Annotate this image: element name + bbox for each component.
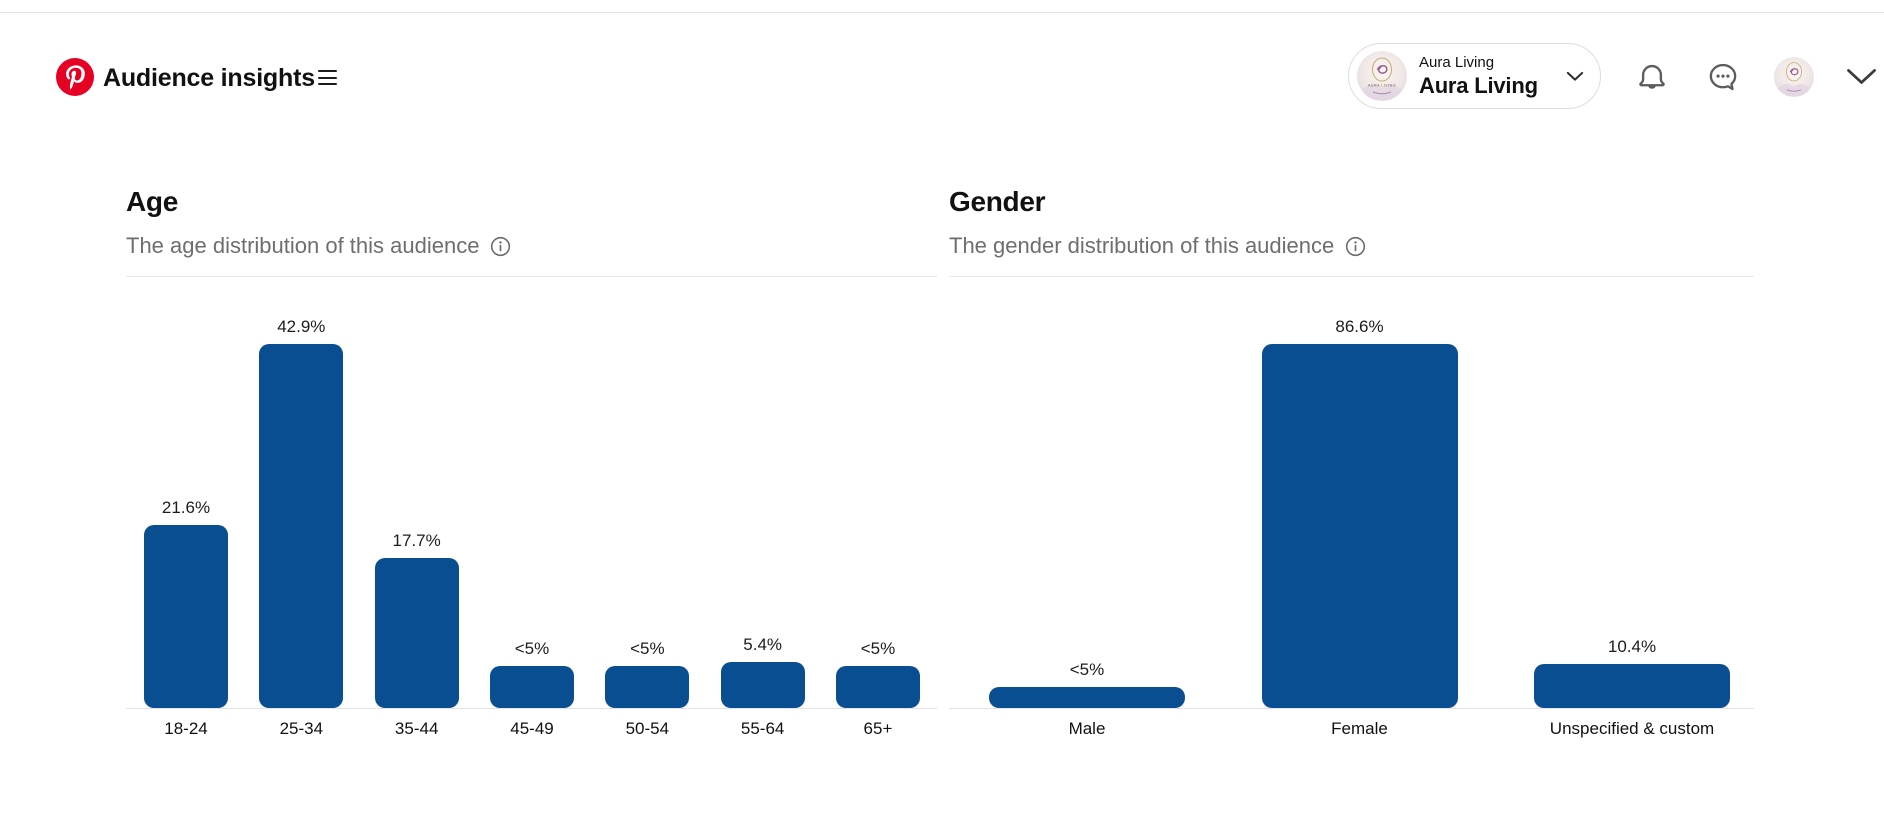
header-divider: [0, 12, 1884, 13]
age-bars: 21.6% 18-24 42.9% 25-34 17.7% 35-44 <5% 45-49 <5…: [144, 277, 920, 738]
avatar: [1774, 57, 1814, 97]
pinterest-p-glyph: [65, 64, 85, 90]
bar-value-label: 10.4%: [1607, 637, 1657, 656]
gender-info-button[interactable]: [1345, 236, 1366, 257]
bar[interactable]: [1534, 664, 1730, 708]
bar[interactable]: [605, 666, 690, 708]
page-title: Audience insights: [103, 64, 315, 92]
bar-category-label: Unspecified & custom: [1549, 719, 1715, 738]
bell-icon: [1639, 64, 1665, 89]
chevron-down-icon: [1847, 69, 1876, 84]
pinterest-logo-icon[interactable]: [56, 58, 94, 96]
bar-column: <5% 65+: [835, 639, 920, 738]
bar-category-label: Female: [1331, 719, 1388, 738]
bar[interactable]: [489, 666, 574, 708]
bar-column: 10.4% Unspecified & custom: [1534, 637, 1730, 738]
bar-column: <5% Male: [989, 660, 1185, 738]
bar[interactable]: [835, 666, 920, 708]
section-divider: [126, 276, 937, 277]
profile-avatar-button[interactable]: [1774, 57, 1814, 97]
bar-column: 42.9% 25-34: [259, 317, 344, 738]
avatar-brand-text: AURA LIVING: [1368, 84, 1396, 88]
age-chart-plot: 21.6% 18-24 42.9% 25-34 17.7% 35-44 <5% 45-49 <5…: [126, 277, 937, 774]
bar-column: <5% 45-49: [489, 639, 574, 738]
gender-chart-title: Gender: [949, 186, 1046, 217]
x-axis-line: [949, 708, 1754, 709]
account-avatar: AURA LIVING: [1357, 51, 1407, 101]
bar-value-label: 17.7%: [392, 531, 441, 550]
bar-category-label: 55-64: [740, 719, 785, 738]
bar-value-label: <5%: [860, 639, 896, 658]
x-axis-line: [126, 708, 937, 709]
age-info-button[interactable]: [490, 236, 511, 257]
bar-value-label: <5%: [1069, 660, 1105, 679]
gender-bars: <5% Male 86.6% Female 10.4% Unspecified & cus…: [989, 277, 1730, 738]
bar-category-label: Male: [1068, 719, 1106, 738]
bar[interactable]: [989, 687, 1185, 708]
bar-value-label: 5.4%: [743, 635, 783, 654]
account-names: Aura Living Aura Living: [1419, 53, 1558, 99]
bar-category-label: 35-44: [394, 719, 439, 738]
age-chart-title: Age: [126, 186, 178, 217]
info-icon: [491, 236, 511, 256]
messages-button[interactable]: [1707, 61, 1739, 93]
bar-value-label: 86.6%: [1335, 317, 1384, 336]
bar[interactable]: [259, 344, 344, 708]
notifications-button[interactable]: [1637, 62, 1667, 92]
age-chart-card: Age The age distribution of this audienc…: [126, 185, 937, 774]
bar-category-label: 65+: [863, 719, 893, 738]
bar-column: 17.7% 35-44: [374, 531, 459, 738]
age-chart-subtitle: The age distribution of this audience: [126, 233, 480, 258]
bar-column: <5% 50-54: [605, 639, 690, 738]
bar-value-label: 21.6%: [161, 498, 211, 517]
gender-chart-plot: <5% Male 86.6% Female 10.4% Unspecified & cus…: [949, 277, 1754, 774]
bar-category-label: 18-24: [164, 719, 208, 738]
account-profile-name: Aura Living: [1419, 73, 1538, 98]
section-divider: [949, 276, 1754, 277]
bar-category-label: 50-54: [625, 719, 670, 738]
account-switcher[interactable]: AURA LIVING Aura Living Aura Living: [1348, 43, 1601, 109]
bar-category-label: 25-34: [279, 719, 324, 738]
bar[interactable]: [374, 558, 459, 708]
bar-value-label: <5%: [630, 639, 665, 658]
hamburger-icon[interactable]: [318, 70, 337, 85]
bar[interactable]: [144, 525, 228, 708]
bar[interactable]: [1261, 344, 1458, 708]
account-business-name: Aura Living: [1419, 54, 1495, 71]
gender-chart-subtitle: The gender distribution of this audience: [949, 233, 1335, 258]
bar-category-label: 45-49: [510, 719, 554, 738]
chat-bubble-icon: [1709, 63, 1737, 91]
bar-column: 21.6% 18-24: [144, 498, 228, 738]
info-icon: [1346, 236, 1366, 256]
bar-value-label: 42.9%: [277, 317, 326, 336]
chevron-down-icon: [1566, 71, 1584, 82]
gender-chart-card: Gender The gender distribution of this a…: [949, 185, 1754, 774]
bar-value-label: <5%: [514, 639, 550, 658]
bar-column: 86.6% Female: [1261, 317, 1458, 738]
bar[interactable]: [720, 662, 805, 708]
header-expand-button[interactable]: [1846, 68, 1877, 86]
bar-column: 5.4% 55-64: [720, 635, 805, 738]
